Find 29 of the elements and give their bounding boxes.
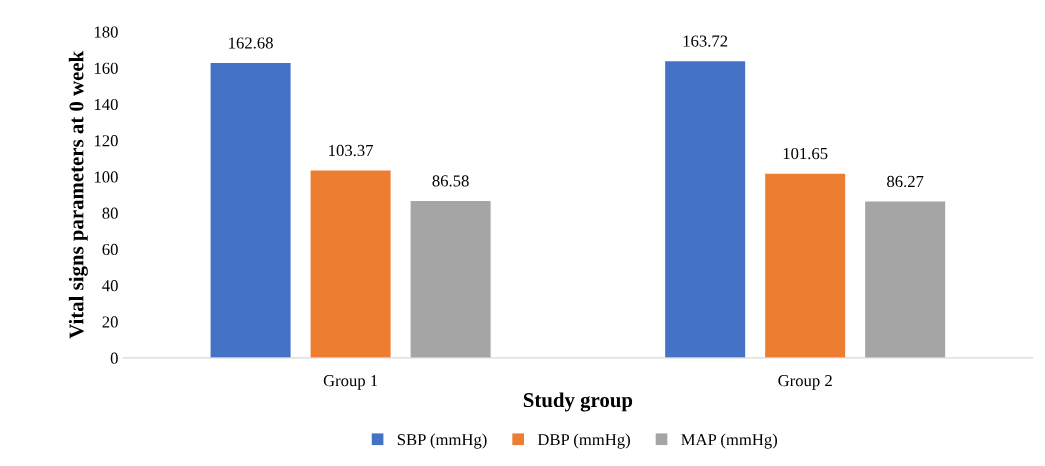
data-label: 101.65 [783,147,828,160]
data-label: 86.27 [887,175,924,188]
y-tick-label: 140 [94,98,118,111]
y-tick-label: 160 [94,62,118,74]
bar [410,200,491,358]
y-axis-title: Vital signs parameters at 0 week [68,50,88,339]
legend-label: DBP (mmHg) [537,433,630,449]
y-tick-label: 180 [94,26,118,38]
bar [310,170,391,358]
y-tick-label: 100 [94,171,118,183]
y-tick-label: 40 [102,280,118,292]
bar [210,63,291,358]
y-tick-label: 0 [110,352,118,364]
legend-label: MAP (mmHg) [681,433,778,449]
y-tick-label: 80 [102,207,118,219]
data-label: 162.68 [229,37,273,49]
bar [865,201,946,358]
bar [665,61,746,358]
x-axis-title: Study group [523,392,633,412]
data-label: 86.58 [432,175,469,187]
y-tick-label: 20 [102,316,118,328]
bar [765,173,846,358]
legend-label: SBP (mmHg) [397,433,487,449]
x-tick-label: Group 2 [778,375,832,390]
x-tick-label: Group 1 [323,375,378,390]
y-tick-label: 120 [94,135,118,147]
data-label: 103.37 [329,144,374,157]
y-tick-label: 60 [102,243,118,256]
data-label: 163.72 [683,35,728,47]
